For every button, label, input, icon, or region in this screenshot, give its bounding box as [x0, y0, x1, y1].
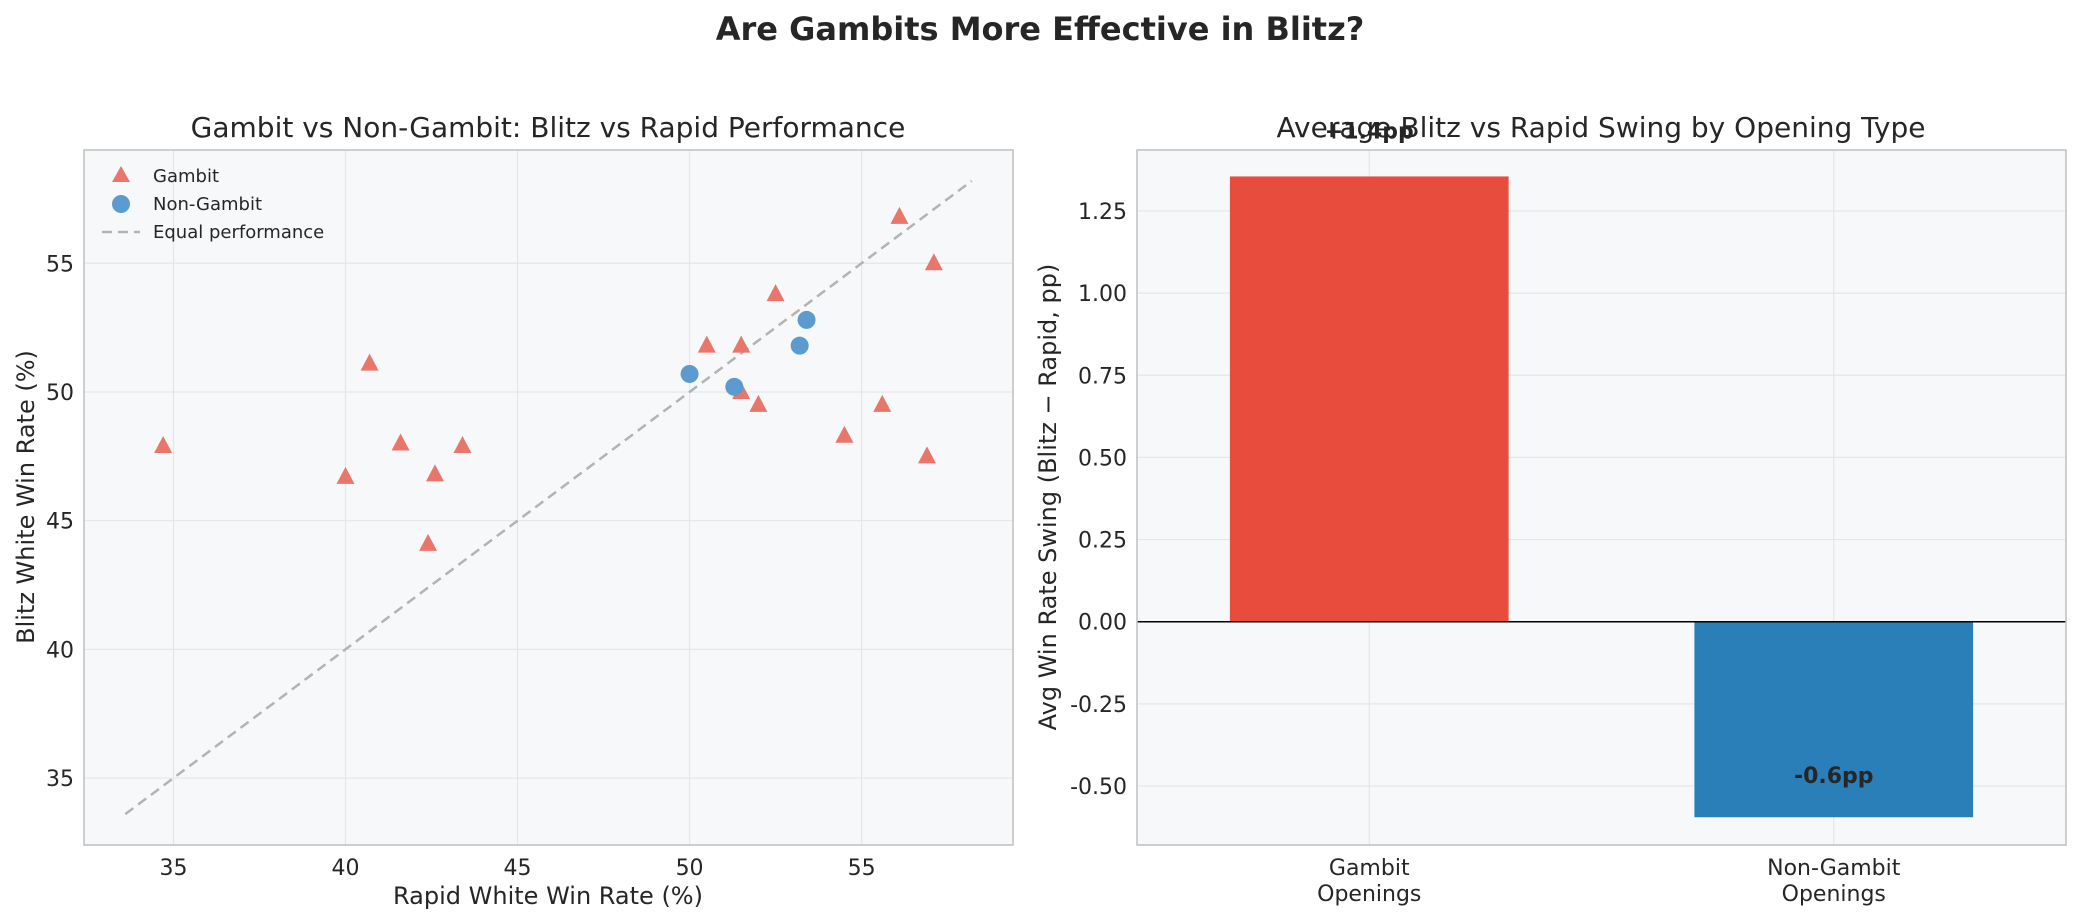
gambit-point: [697, 335, 716, 353]
scatter-frame: [83, 149, 1014, 846]
gambit-point: [391, 433, 410, 451]
gambit-point: [453, 436, 472, 454]
scatter-x-tick-label: 40: [331, 856, 359, 881]
bar-frame: [1136, 149, 2067, 846]
bar-category-label: Gambit: [1329, 856, 1410, 881]
bar-y-tick-label: 1.00: [1078, 282, 1127, 307]
gambit-point: [924, 253, 943, 271]
gambit-point: [749, 394, 768, 412]
scatter-x-tick-label: 35: [159, 856, 187, 881]
bar-category-label: Non-Gambit: [1767, 856, 1901, 881]
scatter-x-tick-label: 55: [848, 856, 876, 881]
bar-y-tick-label: -0.50: [1070, 775, 1127, 800]
gambit-point: [835, 425, 854, 443]
gambit-point: [766, 284, 785, 302]
scatter-y-tick-label: 35: [46, 767, 74, 792]
gambit-point: [154, 436, 173, 454]
gambit-point: [917, 446, 936, 464]
bar-category-label: Openings: [1317, 882, 1421, 907]
scatter-y-tick-label: 50: [46, 381, 74, 406]
bar-value-label: +1.4pp: [1325, 119, 1414, 144]
gambit-point: [732, 335, 751, 353]
gambit-point: [360, 353, 379, 371]
legend-gambit-marker: [112, 166, 130, 182]
gambit-point: [336, 466, 355, 484]
bar-category-label: Openings: [1782, 882, 1886, 907]
bar-title: Average Blitz vs Rapid Swing by Opening …: [1277, 111, 1926, 144]
legend-equal-label: Equal performance: [153, 222, 324, 243]
gambit-point: [873, 394, 892, 412]
legend-non-gambit-label: Non-Gambit: [153, 194, 262, 215]
non-gambit-point: [680, 364, 699, 383]
non-gambit-bar: [1694, 621, 1974, 818]
gambit-point: [890, 206, 909, 224]
non-gambit-point: [797, 310, 816, 329]
bar-chart: -0.50 -0.25 0.00 0.25 0.50 0.75 1.00 1.25 Gambit…: [1034, 111, 2067, 907]
non-gambit-point: [725, 377, 744, 396]
scatter-legend: Gambit Non-Gambit Equal performance: [102, 166, 324, 243]
gambit-bar: [1229, 176, 1509, 622]
scatter-y-label: Blitz White Win Rate (%): [12, 350, 40, 644]
equal-performance-line: [124, 179, 973, 816]
bar-y-tick-label: 0.25: [1078, 529, 1127, 554]
bar-y-tick-label: 1.25: [1078, 200, 1127, 225]
bar-y-tick-label: -0.25: [1070, 693, 1127, 718]
gambit-point: [419, 533, 438, 551]
scatter-x-label: Rapid White Win Rate (%): [393, 882, 703, 910]
legend-non-gambit-marker: [112, 195, 130, 213]
scatter-x-tick-label: 45: [504, 856, 532, 881]
non-gambit-point: [790, 336, 809, 355]
figure-title: Are Gambits More Effective in Blitz?: [716, 10, 1365, 48]
scatter-y-tick-label: 45: [46, 510, 74, 535]
bar-value-label: -0.6pp: [1794, 764, 1874, 789]
scatter-title: Gambit vs Non-Gambit: Blitz vs Rapid Per…: [191, 111, 906, 144]
scatter-x-tick-label: 50: [676, 856, 704, 881]
bar-y-label: Avg Win Rate Swing (Blitz − Rapid, pp): [1034, 264, 1062, 731]
bar-y-tick-label: 0.75: [1078, 364, 1127, 389]
scatter-y-tick-label: 40: [46, 638, 74, 663]
scatter-y-tick-label: 55: [46, 252, 74, 277]
scatter-chart: 35 40 45 50 55 35 40 45 50 55 Gambit vs Non-Gambi…: [12, 111, 1014, 910]
bar-y-tick-label: 0.00: [1078, 611, 1127, 636]
legend-gambit-label: Gambit: [153, 166, 219, 187]
bar-y-tick-label: 0.50: [1078, 446, 1127, 471]
gambit-point: [425, 464, 444, 482]
